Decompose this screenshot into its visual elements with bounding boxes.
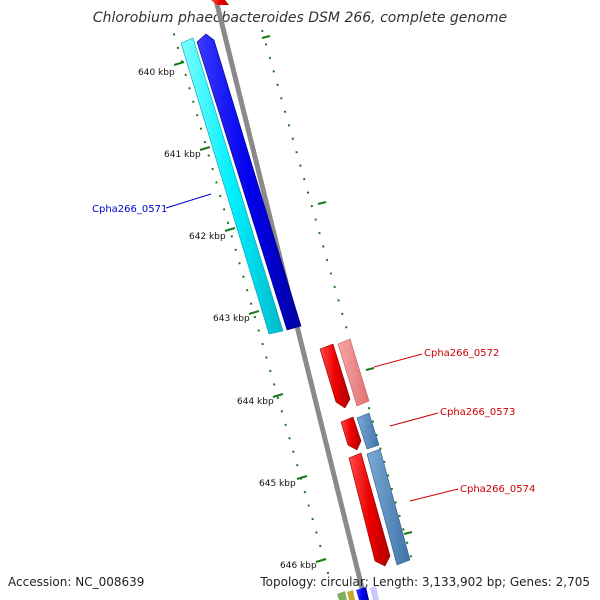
major-tick <box>173 61 185 66</box>
gene-feature-top-partial[interactable] <box>211 0 229 5</box>
outer-major-tick <box>261 35 271 39</box>
outer-major-tick <box>317 201 327 205</box>
gene-cpha266-0572-pink[interactable] <box>337 338 370 407</box>
tick-label-645: 645 kbp <box>259 479 296 489</box>
gene-cpha266-0573-steel[interactable] <box>356 412 380 450</box>
gene-feature-bottom-partial-b[interactable] <box>347 590 355 600</box>
tick-label-644: 644 kbp <box>237 397 274 407</box>
accession-text: Accession: NC_008639 <box>8 575 145 589</box>
tick-label-643: 643 kbp <box>213 314 250 324</box>
gene-cpha266-0574-red[interactable] <box>348 452 391 567</box>
map-title: Chlorobium phaeobacteroides DSM 266, com… <box>92 10 508 26</box>
leader-line-0573 <box>389 412 439 427</box>
major-tick <box>272 393 284 398</box>
gene-feature-bottom-partial-d[interactable] <box>370 586 379 600</box>
outer-major-tick <box>403 531 413 535</box>
major-tick <box>296 475 308 480</box>
leader-line-0574 <box>409 488 459 502</box>
major-tick <box>248 310 260 315</box>
gene-cpha266-0571-cyan[interactable] <box>180 37 284 335</box>
leader-line-0571 <box>165 193 212 209</box>
major-tick <box>315 558 327 563</box>
gene-cpha266-0571-blue[interactable] <box>196 33 302 331</box>
tick-label-640: 640 kbp <box>138 68 175 78</box>
tick-label-641: 641 kbp <box>164 150 201 160</box>
gene-label-0572[interactable]: Cpha266_0572 <box>424 348 499 359</box>
gene-label-0574[interactable]: Cpha266_0574 <box>460 484 535 495</box>
leader-line-0572 <box>373 353 423 368</box>
major-tick <box>224 227 236 232</box>
gene-label-0571[interactable]: Cpha266_0571 <box>92 204 167 215</box>
gene-cpha266-0573-red[interactable] <box>340 416 362 451</box>
genome-info-text: Topology: circular; Length: 3,133,902 bp… <box>260 575 590 589</box>
tick-label-646: 646 kbp <box>280 561 317 571</box>
gene-feature-bottom-partial-c[interactable] <box>356 587 369 600</box>
major-tick <box>199 146 211 151</box>
inner-tick-track <box>169 19 331 581</box>
gene-cpha266-0574-steel[interactable] <box>366 448 411 566</box>
gene-label-0573[interactable]: Cpha266_0573 <box>440 407 515 418</box>
tick-label-642: 642 kbp <box>189 232 226 242</box>
gene-feature-bottom-partial-a[interactable] <box>337 591 347 600</box>
gene-cpha266-0572-red[interactable] <box>319 343 351 409</box>
outer-major-tick <box>365 367 375 371</box>
